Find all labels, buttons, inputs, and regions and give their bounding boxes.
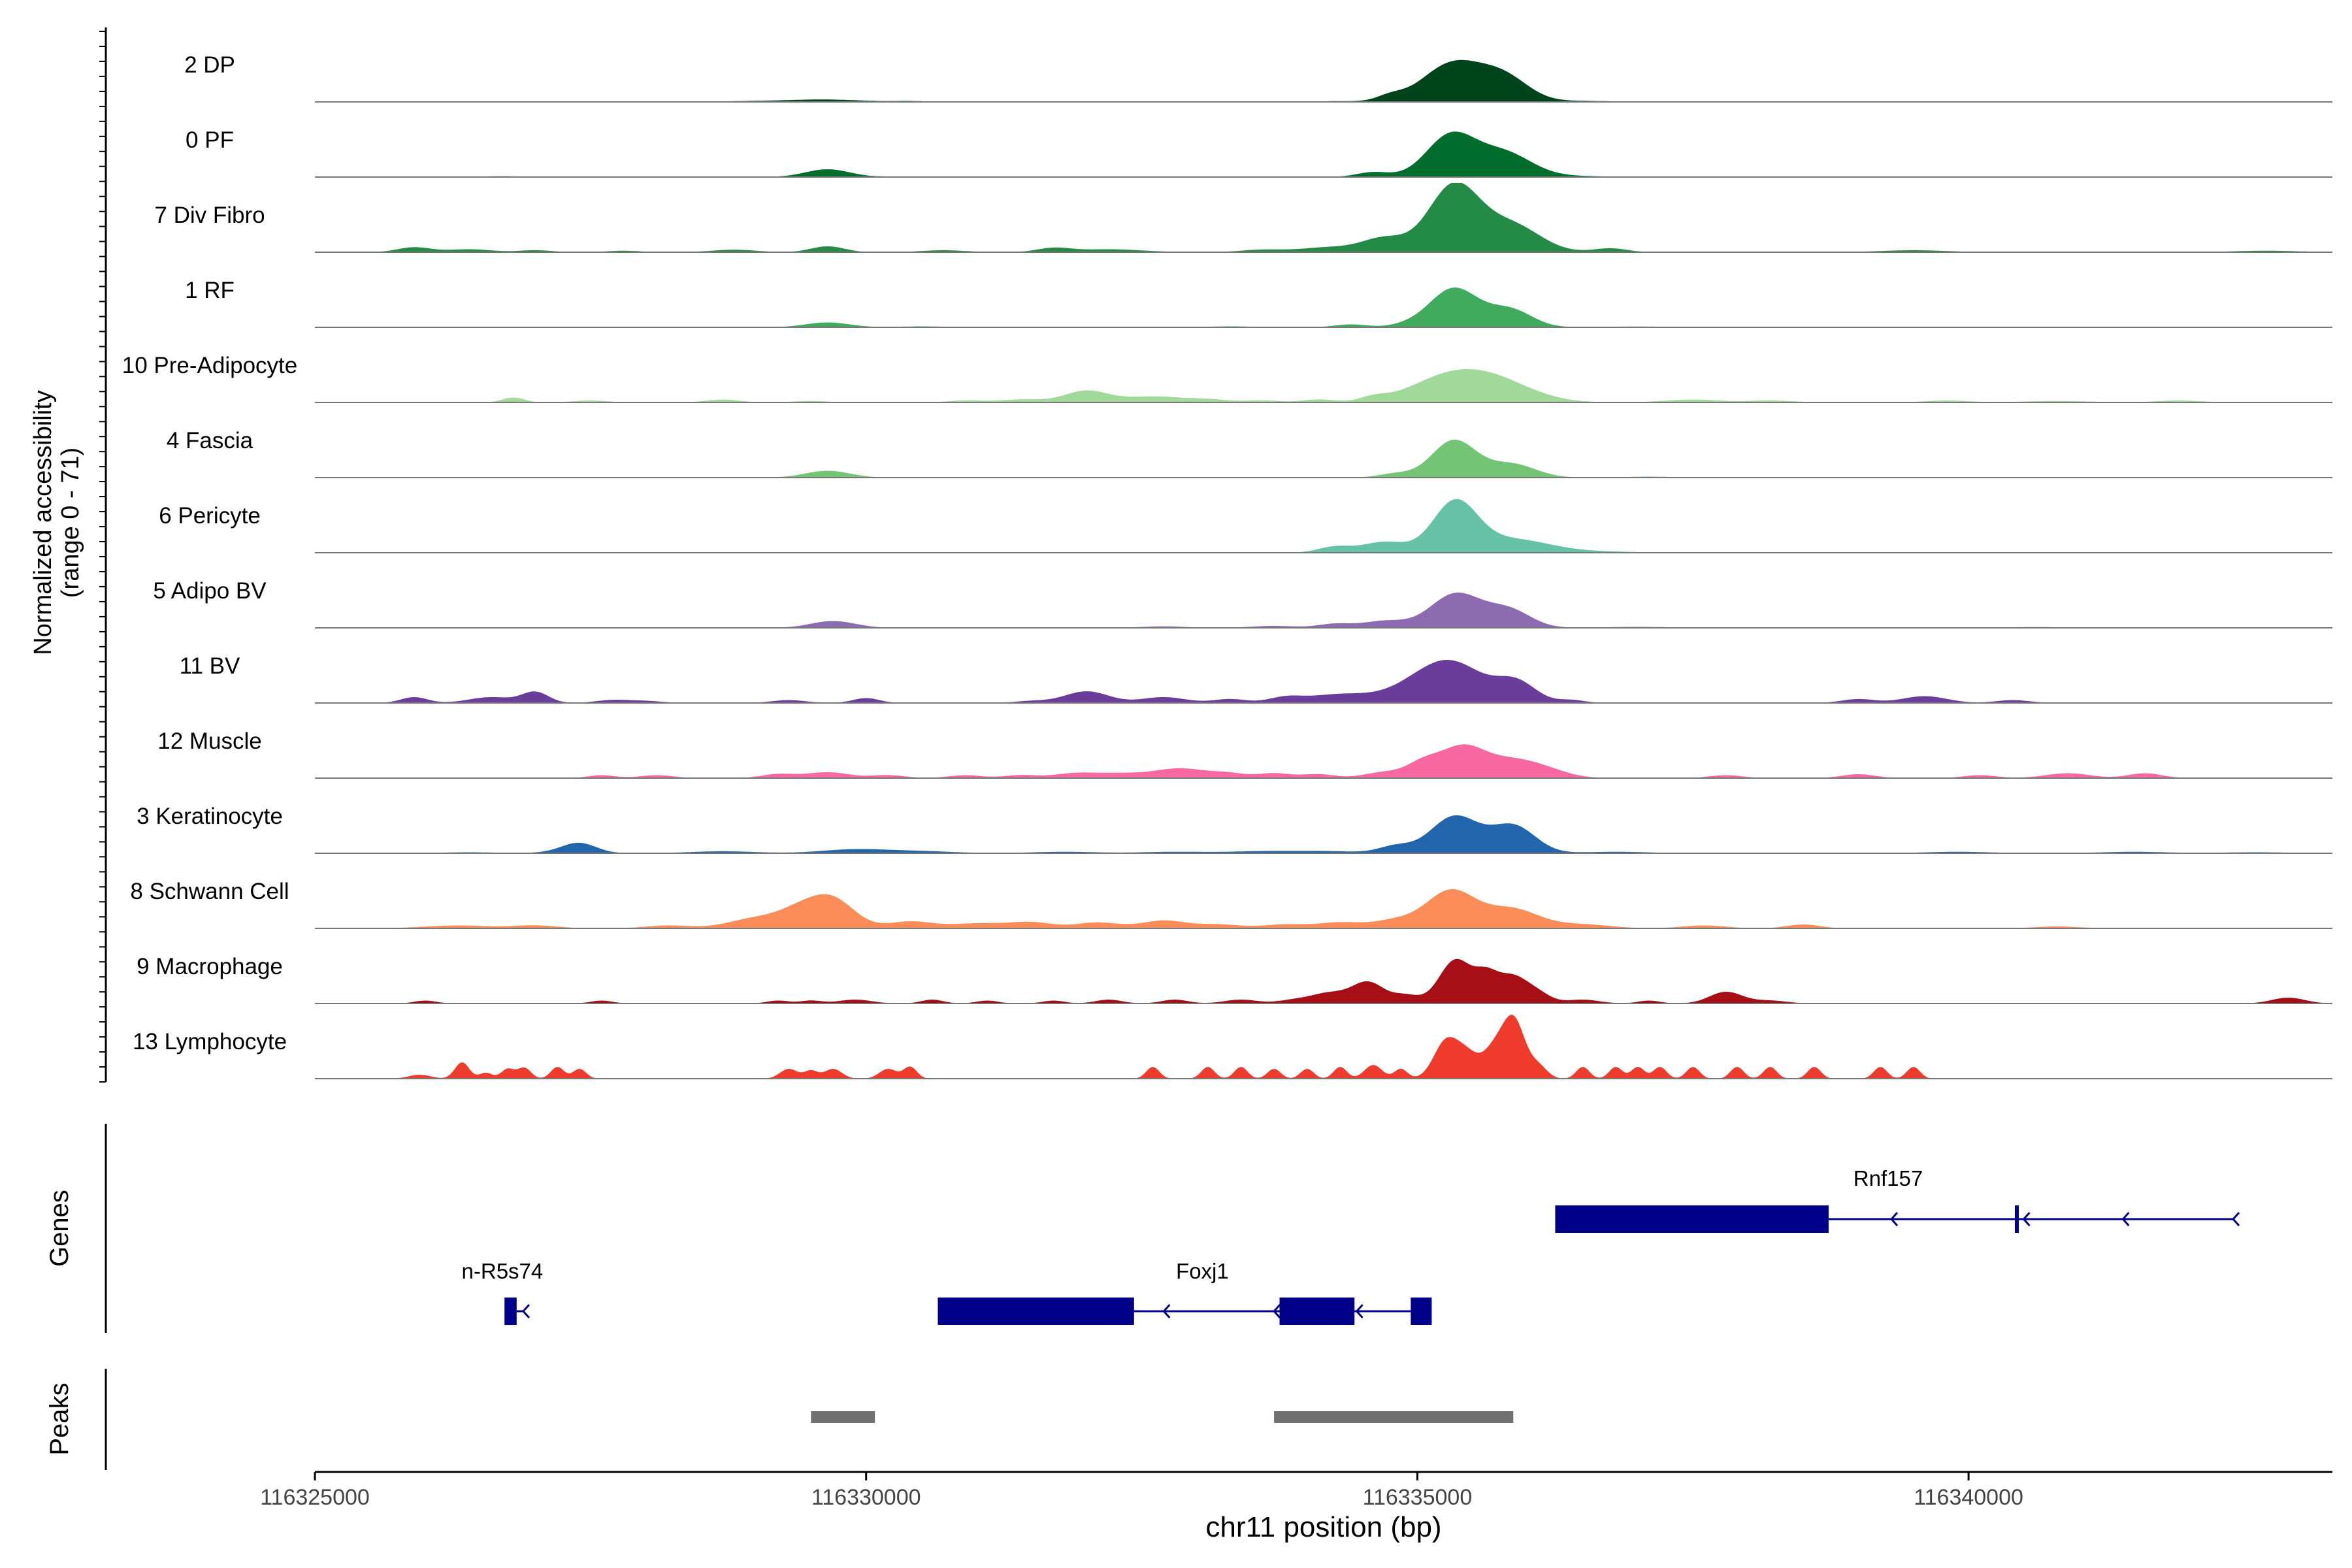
- track-label: 0 PF: [186, 127, 234, 153]
- track-label: 5 Adipo BV: [153, 578, 267, 604]
- gene: n-R5s74: [462, 1259, 544, 1325]
- coverage-area: [315, 1015, 2332, 1079]
- peaks-panel: Peaks: [45, 1369, 1514, 1470]
- track: 9 Macrophage: [137, 954, 2332, 1004]
- gene-label: n-R5s74: [462, 1259, 544, 1283]
- coverage-tracks: 2 DP 0 PF 7 Div Fibro 1 RF 10 Pre-Adipocyte 4…: [122, 52, 2332, 1079]
- strand-arrow-icon: [2232, 1211, 2240, 1227]
- strand-arrow-icon: [1273, 1303, 1281, 1319]
- gene: Rnf157: [1555, 1166, 2240, 1233]
- x-axis-title: chr11 position (bp): [1205, 1511, 1441, 1543]
- strand-arrow-icon: [1355, 1303, 1364, 1319]
- genes-panel: Genes n-R5s74 Foxj1 Rnf157: [45, 1124, 2240, 1333]
- coverage-area: [315, 593, 2332, 628]
- track-label: 9 Macrophage: [137, 954, 283, 979]
- coverage-area: [315, 958, 2332, 1004]
- gene-exon: [2015, 1205, 2019, 1233]
- track-label: 4 Fascia: [167, 428, 253, 453]
- x-tick-label: 116340000: [1914, 1485, 2023, 1510]
- gene-exon: [1279, 1298, 1355, 1325]
- gene-exon: [1411, 1298, 1432, 1325]
- track: 2 DP: [184, 52, 2332, 103]
- track-label: 7 Div Fibro: [154, 203, 265, 228]
- peak-regions: [811, 1411, 1514, 1423]
- track-label: 8 Schwann Cell: [130, 879, 289, 904]
- track: 3 Keratinocyte: [137, 804, 2332, 854]
- track-label: 6 Pericyte: [159, 503, 261, 529]
- coverage-area: [315, 744, 2332, 778]
- track-label: 13 Lymphocyte: [133, 1029, 287, 1054]
- track-label: 3 Keratinocyte: [137, 804, 283, 829]
- gene-label: Foxj1: [1176, 1259, 1229, 1283]
- gene-annotations: n-R5s74 Foxj1 Rnf157: [462, 1166, 2240, 1325]
- track-label: 11 BV: [180, 653, 240, 679]
- track: 0 PF: [186, 127, 2332, 178]
- track: 5 Adipo BV: [153, 578, 2332, 629]
- track-label: 2 DP: [184, 52, 235, 78]
- coverage-area: [315, 439, 2332, 478]
- strand-arrow-icon: [2022, 1211, 2031, 1227]
- gene-exon: [938, 1298, 1134, 1325]
- coverage-area: [315, 59, 2332, 102]
- x-tick-label: 116330000: [811, 1485, 921, 1510]
- gene-exon: [1555, 1205, 1829, 1233]
- coverage-area: [315, 889, 2332, 928]
- track: 6 Pericyte: [159, 498, 2332, 553]
- coverage-area: [315, 660, 2332, 703]
- coverage-area: [315, 369, 2332, 402]
- peak-region: [811, 1411, 875, 1423]
- track: 1 RF: [185, 278, 2332, 328]
- peaks-label: Peaks: [45, 1382, 74, 1455]
- coverage-area: [315, 287, 2332, 327]
- coverage-area: [315, 498, 2332, 553]
- track: 8 Schwann Cell: [130, 879, 2332, 929]
- coverage-area: [315, 183, 2332, 252]
- y-axis: [99, 27, 107, 1083]
- y-axis-title-line1: Normalized accessibility: [29, 390, 57, 655]
- track-label: 10 Pre-Adipocyte: [122, 353, 297, 378]
- genes-label: Genes: [45, 1190, 74, 1267]
- strand-arrow-icon: [1162, 1303, 1171, 1319]
- peak-region: [1274, 1411, 1514, 1423]
- x-tick-label: 116335000: [1363, 1485, 1473, 1510]
- track: 13 Lymphocyte: [133, 1015, 2332, 1079]
- strand-arrow-icon: [1889, 1211, 1899, 1227]
- coverage-area: [315, 131, 2332, 177]
- strand-arrow-icon: [521, 1303, 531, 1319]
- y-axis-title-line2: (range 0 - 71): [57, 448, 84, 598]
- x-tick-label: 116325000: [260, 1485, 370, 1510]
- x-axis-ticks: 116325000 116330000 116335000 116340000: [260, 1472, 2023, 1510]
- gene-label: Rnf157: [1854, 1166, 1923, 1190]
- track: 11 BV: [180, 653, 2332, 704]
- strand-arrow-icon: [2121, 1211, 2130, 1227]
- track-label: 1 RF: [185, 278, 235, 303]
- y-axis-title: Normalized accessibility (range 0 - 71): [29, 390, 84, 655]
- track: 10 Pre-Adipocyte: [122, 353, 2332, 403]
- track-label: 12 Muscle: [157, 728, 262, 754]
- gene-exon: [504, 1298, 517, 1325]
- x-axis: 116325000 116330000 116335000 116340000 chr…: [260, 1471, 2332, 1543]
- gene: Foxj1: [938, 1259, 1432, 1325]
- coverage-area: [315, 815, 2332, 853]
- track: 4 Fascia: [167, 428, 2332, 478]
- track: 12 Muscle: [157, 728, 2332, 779]
- track: 7 Div Fibro: [154, 183, 2332, 253]
